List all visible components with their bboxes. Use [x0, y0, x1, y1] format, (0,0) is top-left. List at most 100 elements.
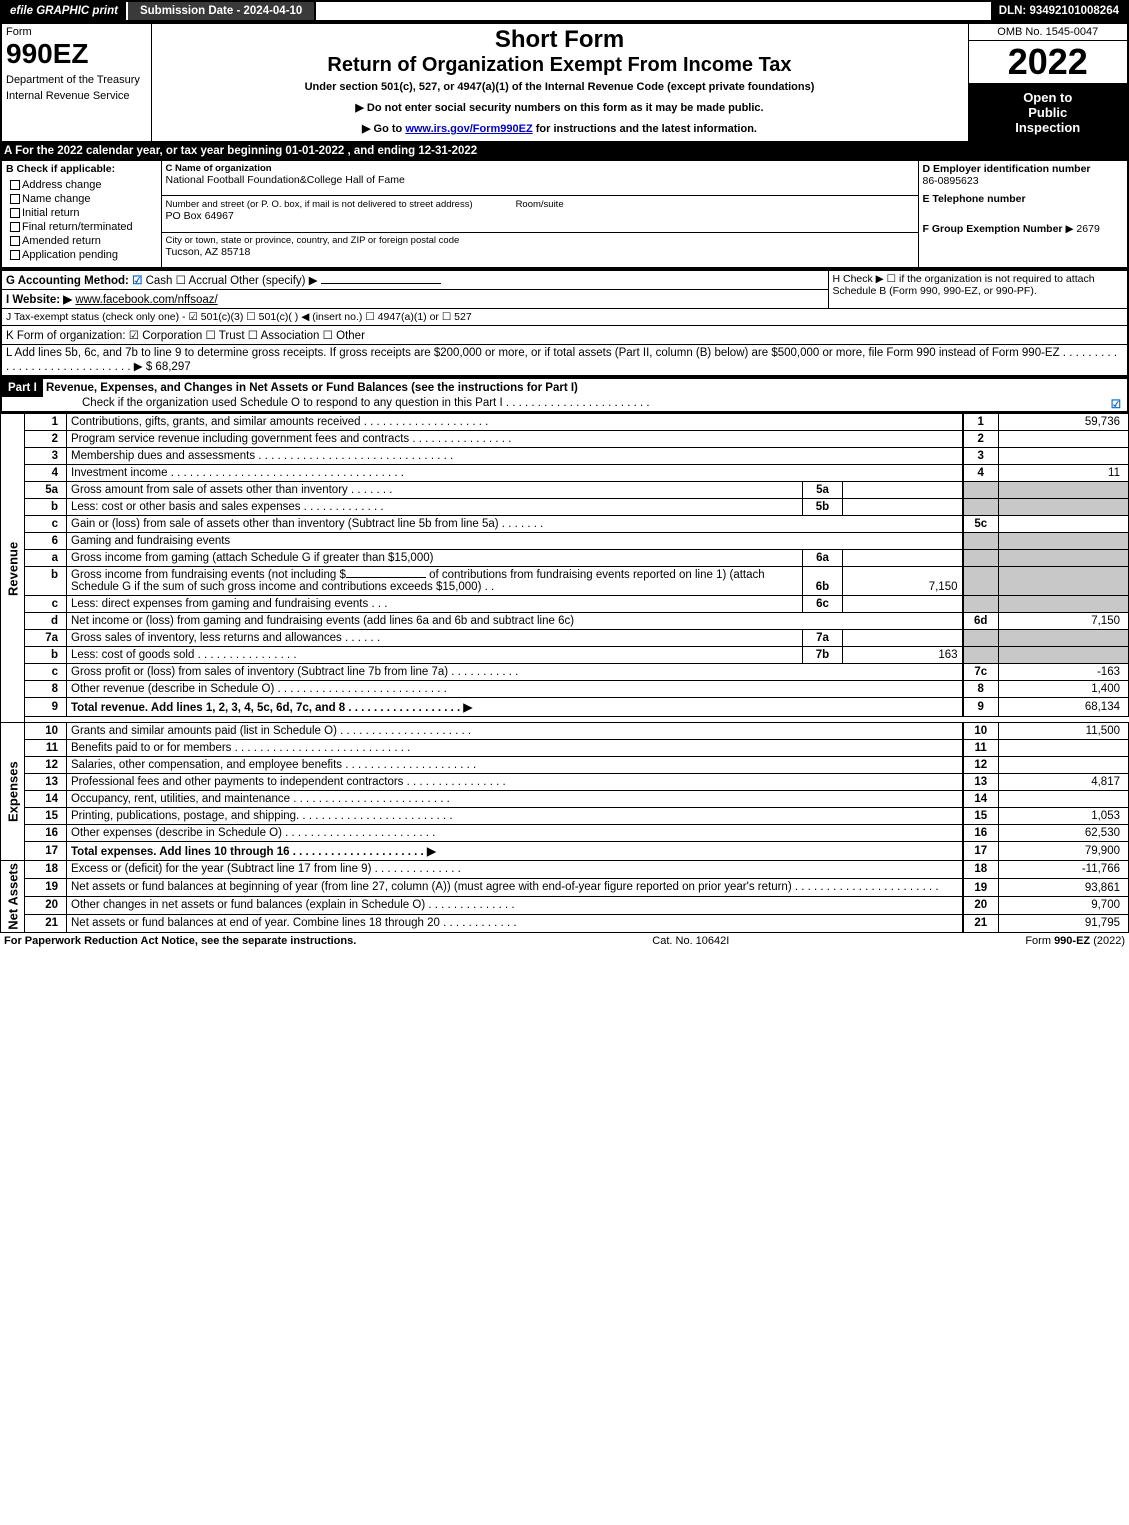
l14-val: [999, 791, 1129, 808]
l7a-sub: 7a: [803, 630, 843, 647]
short-form-title: Short Form: [156, 26, 964, 54]
ein-value: 86-0895623: [923, 175, 1124, 187]
part1-check-row: Check if the organization used Schedule …: [2, 397, 1127, 409]
l5b-sub: 5b: [803, 499, 843, 516]
box-j: J Tax-exempt status (check only one) - ☑…: [1, 309, 1128, 326]
l9-desc: Total revenue. Add lines 1, 2, 3, 4, 5c,…: [67, 698, 963, 717]
right-header-cell: OMB No. 1545-0047 2022: [968, 23, 1128, 84]
l1-num: 1: [963, 414, 999, 431]
l11-num: 11: [963, 740, 999, 757]
cb-initial-return[interactable]: Initial return: [10, 207, 153, 219]
l18-val: -11,766: [999, 861, 1129, 879]
l7b-desc: Less: cost of goods sold . . . . . . . .…: [67, 647, 803, 664]
expenses-vlabel: Expenses: [1, 723, 25, 861]
box-c-address: Number and street (or P. O. box, if mail…: [161, 196, 918, 232]
box-h: H Check ▶ ☐ if the organization is not r…: [828, 270, 1128, 309]
box-b-checklist: Address change Name change Initial retur…: [6, 175, 157, 265]
l4-val: 11: [999, 465, 1129, 482]
l15-val: 1,053: [999, 808, 1129, 825]
l6b-sub: 6b: [803, 567, 843, 596]
ghijkl-table: G Accounting Method: ☑ Cash ☐ Accrual Ot…: [0, 269, 1129, 377]
box-i: I Website: ▶ www.facebook.com/nffsoaz/: [1, 290, 828, 309]
revenue-vlabel: Revenue: [1, 414, 25, 723]
box-l: L Add lines 5b, 6c, and 7b to line 9 to …: [1, 345, 1128, 377]
title-cell: Short Form Return of Organization Exempt…: [151, 23, 968, 142]
l21-desc: Net assets or fund balances at end of ye…: [67, 914, 963, 932]
footer-right: Form 990-EZ (2022): [1025, 935, 1125, 947]
l6a-desc: Gross income from gaming (attach Schedul…: [67, 550, 803, 567]
cb-amended-return[interactable]: Amended return: [10, 235, 153, 247]
l19-desc: Net assets or fund balances at beginning…: [67, 878, 963, 896]
l16-desc: Other expenses (describe in Schedule O) …: [67, 825, 963, 842]
l19-num: 19: [963, 878, 999, 896]
l17-num: 17: [963, 842, 999, 861]
l15-desc: Printing, publications, postage, and shi…: [67, 808, 963, 825]
l12-num: 12: [963, 757, 999, 774]
cb-address-change[interactable]: Address change: [10, 179, 153, 191]
l1-desc: Contributions, gifts, grants, and simila…: [67, 414, 963, 431]
l1-val: 59,736: [999, 414, 1129, 431]
subtitle: Under section 501(c), 527, or 4947(a)(1)…: [156, 81, 964, 93]
l11-val: [999, 740, 1129, 757]
l5c-num: 5c: [963, 516, 999, 533]
l3-num: 3: [963, 448, 999, 465]
tax-year: 2022: [969, 41, 1128, 83]
lines-table: Revenue 1 Contributions, gifts, grants, …: [0, 413, 1129, 933]
label-ein: D Employer identification number: [923, 163, 1124, 175]
l18-num: 18: [963, 861, 999, 879]
label-room: Room/suite: [516, 199, 564, 210]
l6-desc: Gaming and fundraising events: [67, 533, 963, 550]
cb-name-change[interactable]: Name change: [10, 193, 153, 205]
part1-header-table: Part I Revenue, Expenses, and Changes in…: [0, 377, 1129, 413]
l7b-sub: 7b: [803, 647, 843, 664]
l2-val: [999, 431, 1129, 448]
l7b-subval: 163: [843, 647, 963, 664]
cb-final-return[interactable]: Final return/terminated: [10, 221, 153, 233]
box-c-name: C Name of organization National Football…: [161, 160, 918, 196]
submission-date: Submission Date - 2024-04-10: [128, 2, 316, 20]
box-b: B Check if applicable: Address change Na…: [1, 160, 161, 268]
l17-desc: Total expenses. Add lines 10 through 16 …: [67, 842, 963, 861]
label-accounting: G Accounting Method:: [6, 275, 129, 287]
l8-val: 1,400: [999, 681, 1129, 698]
label-group-exemption: F Group Exemption Number ▶ 2679: [923, 223, 1124, 235]
l19-val: 93,861: [999, 878, 1129, 896]
part1-title: Revenue, Expenses, and Changes in Net As…: [46, 382, 578, 394]
label-website: I Website: ▶: [6, 294, 72, 306]
irs-link[interactable]: www.irs.gov/Form990EZ: [405, 123, 532, 135]
dept-irs: Internal Revenue Service: [6, 90, 147, 102]
l5a-sub: 5a: [803, 482, 843, 499]
l13-num: 13: [963, 774, 999, 791]
l12-val: [999, 757, 1129, 774]
omb-number: OMB No. 1545-0047: [969, 24, 1128, 41]
l8-num: 8: [963, 681, 999, 698]
label-telephone: E Telephone number: [923, 193, 1124, 205]
l20-num: 20: [963, 896, 999, 914]
l14-num: 14: [963, 791, 999, 808]
l10-desc: Grants and similar amounts paid (list in…: [67, 723, 963, 740]
cb-application-pending[interactable]: Application pending: [10, 249, 153, 261]
netassets-vlabel: Net Assets: [1, 861, 25, 933]
l20-val: 9,700: [999, 896, 1129, 914]
l5a-val-shaded: [999, 482, 1129, 499]
box-b-title: B Check if applicable:: [6, 163, 157, 175]
efile-print-label[interactable]: efile GRAPHIC print: [2, 2, 128, 20]
l10-num: 10: [963, 723, 999, 740]
part1-checkbox[interactable]: ☑: [1111, 397, 1121, 411]
cb-accrual[interactable]: ☐: [176, 275, 186, 287]
l17-val: 79,900: [999, 842, 1129, 861]
part1-check-text: Check if the organization used Schedule …: [82, 397, 650, 409]
open-line3: Inspection: [975, 120, 1122, 135]
website-value[interactable]: www.facebook.com/nffsoaz/: [75, 294, 217, 306]
page-footer: For Paperwork Reduction Act Notice, see …: [0, 933, 1129, 949]
l13-val: 4,817: [999, 774, 1129, 791]
l3-val: [999, 448, 1129, 465]
l6b-subval: 7,150: [843, 567, 963, 596]
l7a-subval: [843, 630, 963, 647]
l16-val: 62,530: [999, 825, 1129, 842]
footer-left: For Paperwork Reduction Act Notice, see …: [4, 935, 356, 947]
l5c-desc: Gain or (loss) from sale of assets other…: [67, 516, 963, 533]
l21-num: 21: [963, 914, 999, 932]
l6c-sub: 6c: [803, 596, 843, 613]
l6b-desc: Gross income from fundraising events (no…: [67, 567, 803, 596]
